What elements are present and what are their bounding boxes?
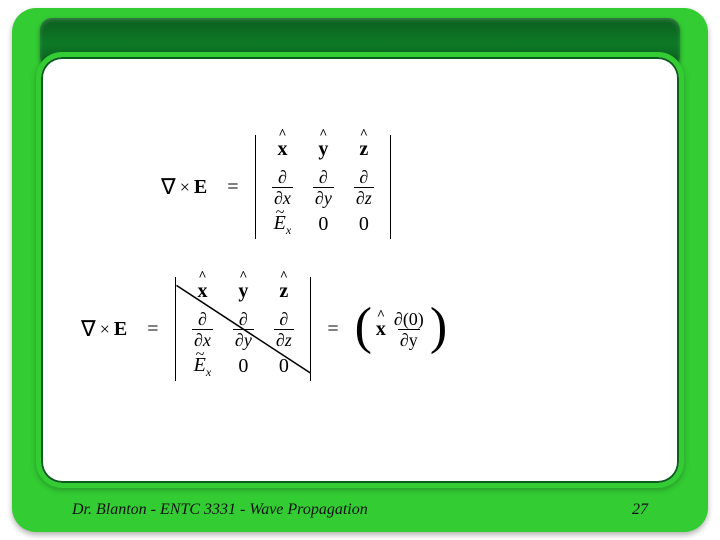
field-E: E: [114, 318, 127, 341]
paren-content: x ∂(0) ∂y: [372, 310, 430, 349]
determinant-2: x y z ∂∂x ∂∂y ∂∂z Ex 0 0: [169, 277, 318, 381]
ddz: ∂∂z: [354, 168, 374, 207]
equation-1: ∇ × E = x y z ∂∂x ∂∂y: [161, 135, 397, 239]
equals-sign: =: [227, 176, 238, 199]
rhs-num: ∂(0): [392, 310, 426, 329]
equation-2: ∇ × E = x y z ∂∂x ∂∂y: [81, 277, 447, 381]
rhs-den: ∂y: [398, 329, 420, 349]
xhat: x: [277, 137, 287, 161]
field-E: E: [194, 176, 207, 199]
footer-author: Dr. Blanton: [72, 501, 147, 518]
ddy: ∂∂y: [313, 168, 334, 207]
zero: 0: [318, 213, 328, 235]
curl-lhs-2: ∇ × E: [81, 316, 127, 342]
det-bar-left: [255, 135, 257, 239]
footer-topic: Wave Propagation: [249, 501, 367, 518]
equals-sign-rhs: =: [327, 318, 338, 341]
nabla-symbol: ∇: [161, 174, 176, 200]
rhs-frac: ∂(0) ∂y: [392, 310, 426, 349]
footer-text: Dr. Blanton - ENTC 3331 - Wave Propagati…: [72, 501, 368, 519]
strike-overlay: [169, 277, 318, 381]
ddx: ∂∂x: [272, 168, 293, 207]
det-table-1: x y z ∂∂x ∂∂y ∂∂z Ex 0 0: [262, 135, 384, 239]
content-card: ∇ × E = x y z ∂∂x ∂∂y: [36, 52, 684, 488]
slide-frame: ∇ × E = x y z ∂∂x ∂∂y: [12, 8, 708, 532]
determinant-1: x y z ∂∂x ∂∂y ∂∂z Ex 0 0: [249, 135, 398, 239]
open-paren: (: [355, 301, 372, 353]
page-number: 27: [632, 501, 648, 519]
equations-area: ∇ × E = x y z ∂∂x ∂∂y: [81, 117, 641, 447]
equals-sign: =: [147, 318, 158, 341]
cross-symbol: ×: [180, 177, 190, 198]
rhs-paren: ( x ∂(0) ∂y ): [355, 303, 448, 355]
zhat: z: [359, 137, 368, 161]
nabla-symbol: ∇: [81, 316, 96, 342]
footer-course: ENTC 3331: [160, 501, 236, 518]
Ex-tilde: E: [274, 211, 286, 235]
close-paren: ): [430, 301, 447, 353]
cross-symbol: ×: [100, 319, 110, 340]
xhat-rhs: x: [376, 318, 386, 341]
det-bar-right: [390, 135, 392, 239]
yhat: y: [318, 137, 328, 161]
zero: 0: [359, 213, 369, 235]
slide-footer: Dr. Blanton - ENTC 3331 - Wave Propagati…: [12, 488, 708, 532]
curl-lhs-1: ∇ × E: [161, 174, 207, 200]
